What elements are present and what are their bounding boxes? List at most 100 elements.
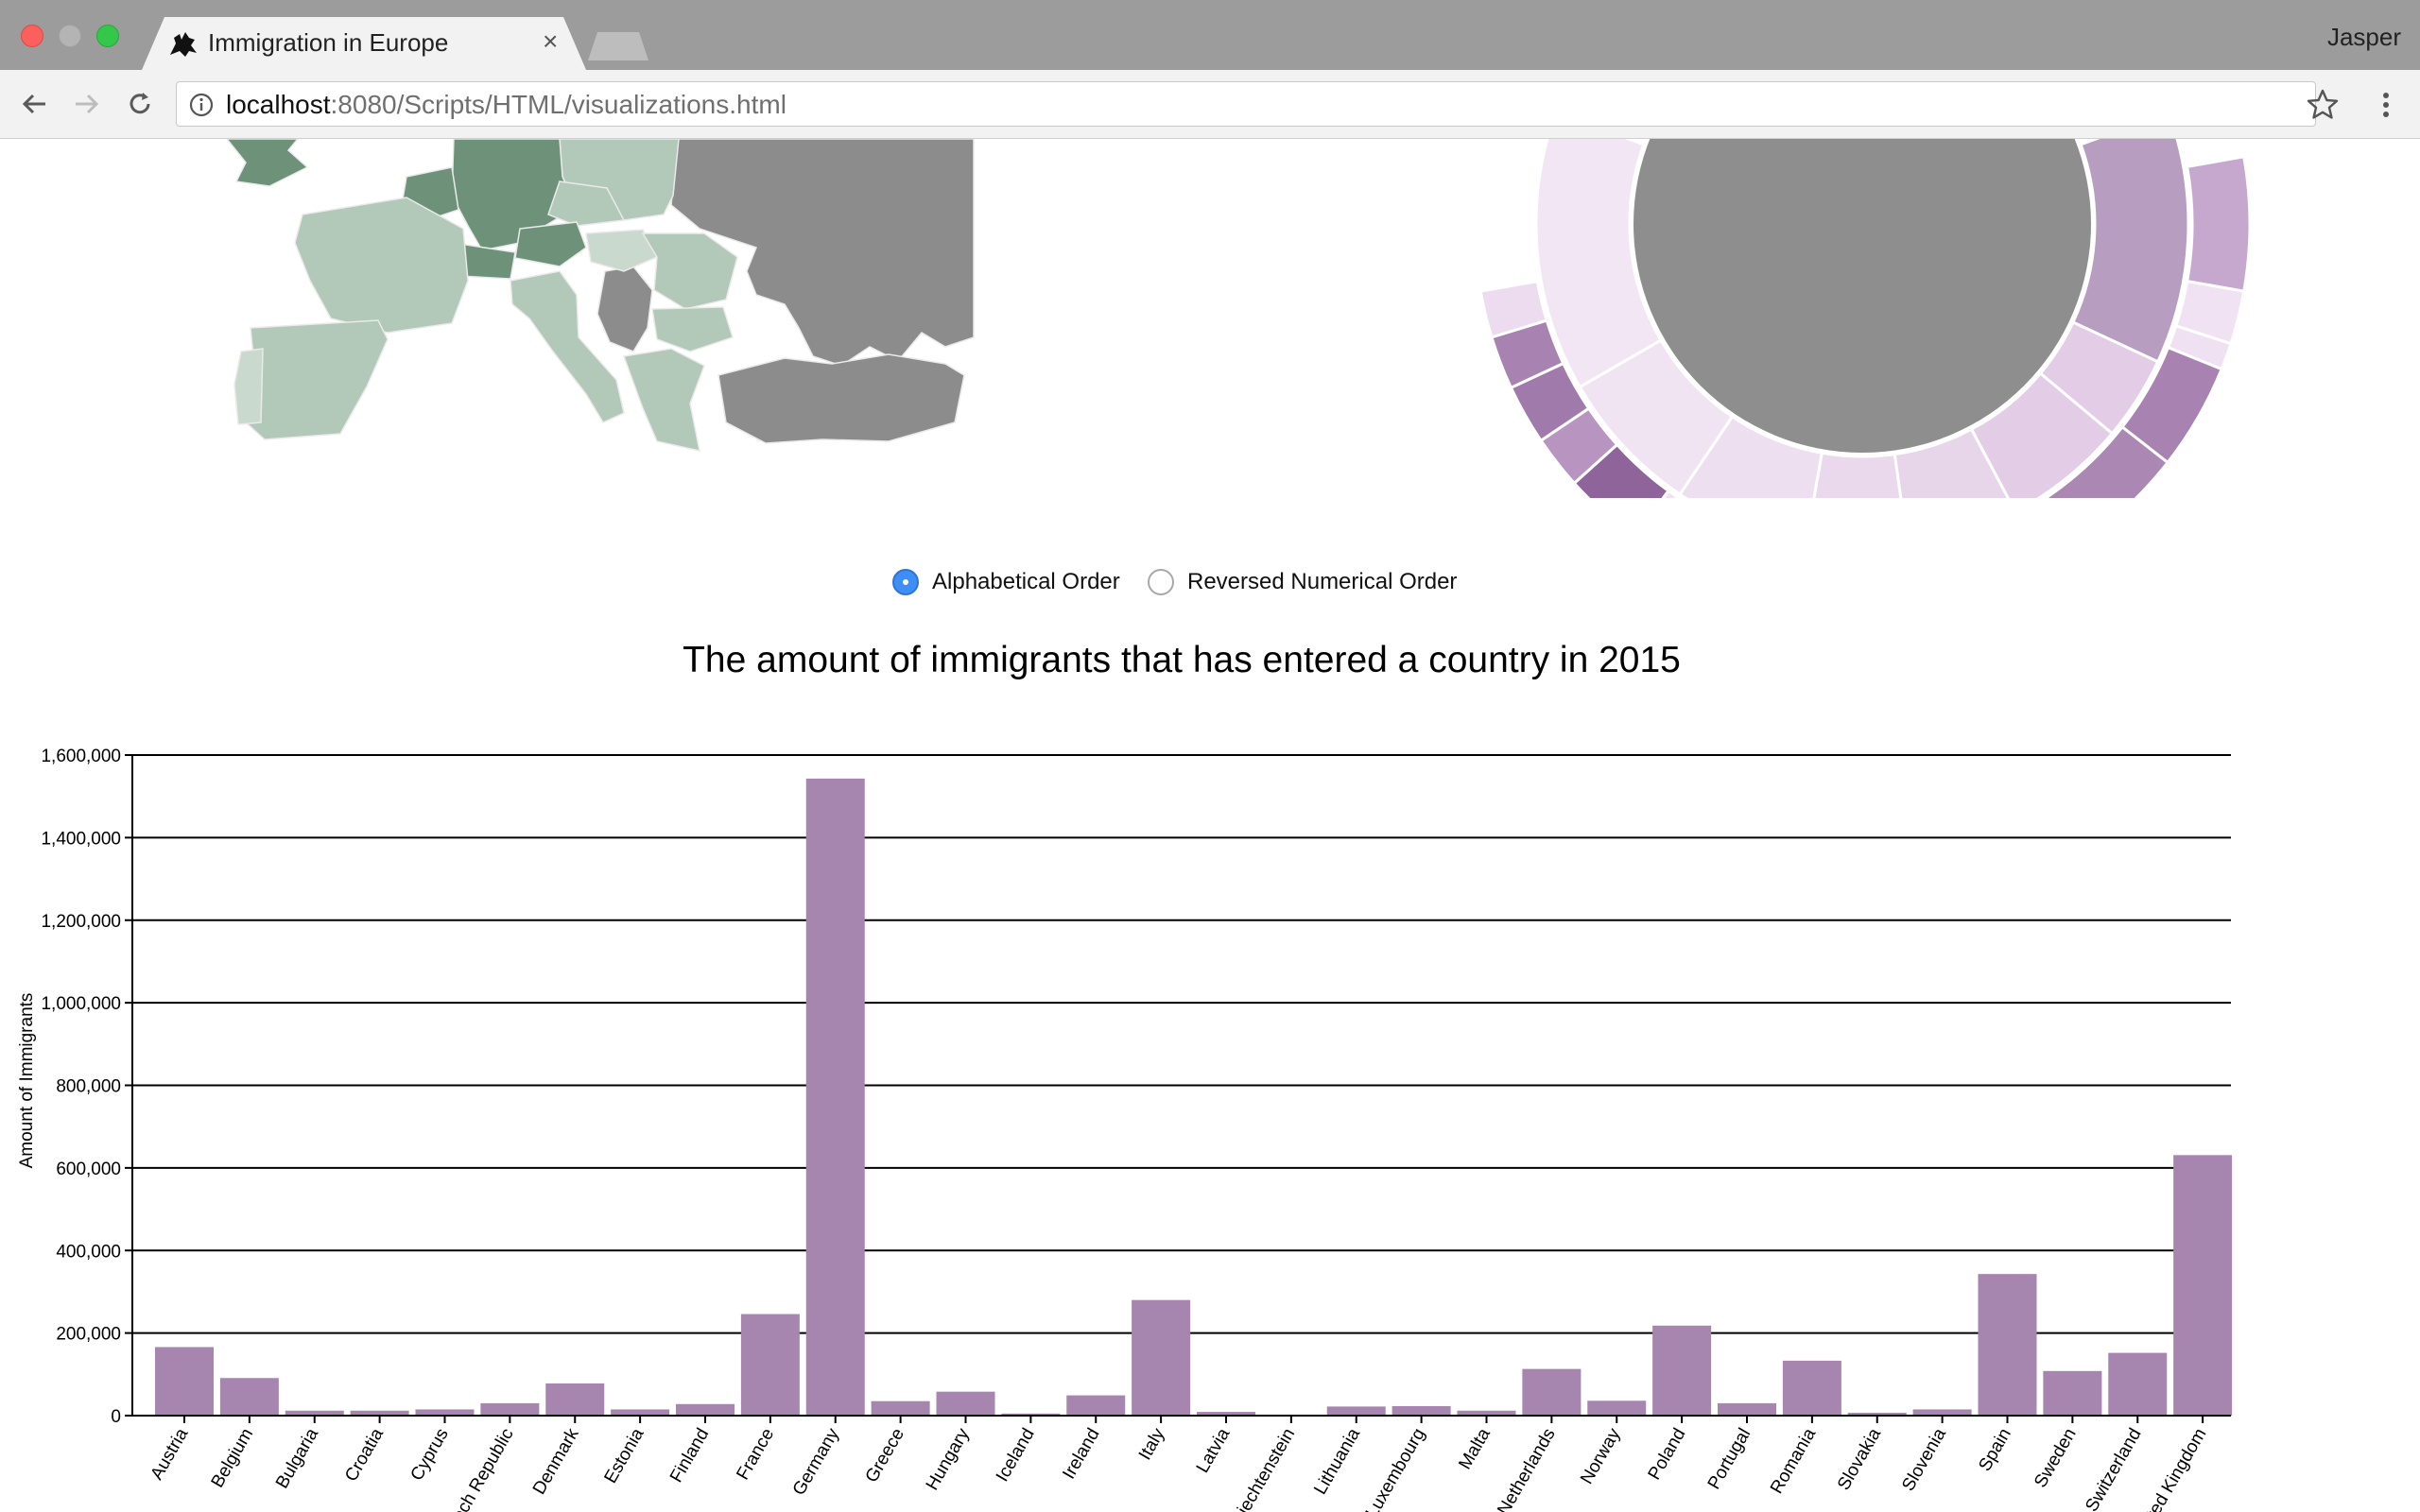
x-tick-label: Netherlands [1494,1425,1559,1512]
y-tick-label: 200,000 [56,1325,121,1345]
map-region-italy[interactable] [510,270,625,423]
x-tick-label: France [733,1425,778,1484]
bar [740,1314,800,1416]
europe-favicon-icon [170,32,197,57]
x-tick-label: Malta [1455,1425,1495,1473]
bar [2108,1352,2168,1416]
x-tick-label: Slovenia [1898,1425,1950,1495]
bar [545,1383,605,1416]
x-tick-label: Denmark [529,1425,583,1499]
immigration-bar-chart: 0 200,000 400,000 600,000 800,000 1,000,000 1,… [17,747,2233,1512]
bar [676,1403,735,1416]
x-tick-label: Hungary [923,1425,974,1494]
sunburst-inner-segment[interactable] [1893,427,2015,498]
y-tick-label: 0 [111,1407,121,1427]
bar [805,778,865,1416]
forward-button[interactable] [68,85,106,123]
x-tick-label: Italy [1135,1425,1169,1464]
x-tick-label: Spain [1975,1425,2014,1475]
browser-tab-strip: Immigration in Europe × Jasper [0,0,2420,70]
tab-close-icon[interactable]: × [543,26,559,56]
x-tick-label: Germany [789,1425,844,1500]
x-tick-label: Sweden [2031,1425,2081,1491]
tab-title: Immigration in Europe [208,28,449,57]
x-tick-label: Ireland [1059,1425,1103,1483]
alphabetical-order-label[interactable]: Alphabetical Order [932,569,1120,594]
reversed-order-radio[interactable]: Reversed Numerical Order [1148,569,1457,595]
x-tick-label: Portugal [1704,1425,1755,1493]
window-maximize-button[interactable] [96,25,119,47]
bar [1132,1299,1191,1416]
bar [415,1409,475,1416]
info-icon[interactable] [188,92,215,118]
map-region-portugal[interactable] [233,348,264,425]
map-region-bulgaria[interactable] [651,306,734,352]
y-tick-label: 1,400,000 [41,829,121,849]
sunburst-inner-segment[interactable] [1806,451,1908,498]
forward-arrow-icon [76,94,99,114]
window-minimize-button[interactable] [59,25,81,47]
alphabetical-order-radio-dot[interactable] [892,569,919,595]
bar [1326,1406,1386,1416]
back-arrow-icon [22,94,45,114]
bar [350,1410,409,1416]
bar [1001,1413,1061,1416]
map-region-nodata-balkans[interactable] [596,266,653,352]
sunburst-center[interactable] [1634,139,2091,453]
bookmark-star-icon[interactable] [2305,87,2341,123]
kebab-menu-icon[interactable] [2371,87,2401,123]
bar [1652,1325,1712,1416]
bar [219,1378,279,1416]
bar [1587,1400,1647,1416]
bar [1522,1368,1582,1416]
x-tick-label: Liechtenstein [1229,1425,1299,1512]
bar [1392,1405,1451,1416]
sunburst-outer-segment[interactable] [1964,495,2079,498]
x-tick-label: Norway [1577,1425,1625,1488]
x-tick-label: Poland [1645,1425,1690,1484]
x-tick-label: Cyprus [407,1425,453,1485]
x-tick-label: Lithuania [1310,1425,1364,1499]
new-tab-button[interactable] [588,32,648,60]
bar [1978,1274,2037,1416]
bar [1847,1412,1907,1416]
map-region-uk[interactable] [227,139,309,187]
map-region-romania[interactable] [641,232,738,310]
browser-tab[interactable] [142,17,586,70]
sunburst-inner-segment[interactable] [1534,139,1664,389]
back-button[interactable] [15,85,53,123]
map-region-greece[interactable] [622,348,705,452]
map-region-nodata-turkey[interactable] [717,353,965,444]
bar [1912,1409,1972,1416]
map-region-france[interactable] [294,197,469,334]
sunburst-chart[interactable] [1456,139,2325,498]
y-tick-label: 1,200,000 [41,912,121,932]
x-tick-label: Croatia [341,1425,388,1486]
map-region-czech[interactable] [547,180,626,227]
y-tick-label: 1,600,000 [41,747,121,766]
bar [155,1347,214,1416]
y-tick-label: 1,000,000 [41,994,121,1014]
reversed-order-label[interactable]: Reversed Numerical Order [1187,569,1458,594]
reload-button[interactable] [121,85,159,123]
y-axis-label: Amount of Immigrants [17,993,37,1169]
address-bar[interactable]: localhost:8080/Scripts/HTML/visualizatio… [176,81,2316,127]
bar [1718,1402,1776,1416]
y-tick-label: 400,000 [56,1242,121,1262]
reversed-order-radio-dot[interactable] [1148,569,1174,595]
url-text[interactable]: localhost:8080/Scripts/HTML/visualizatio… [226,90,786,120]
map-region-nodata-east[interactable] [670,139,975,367]
y-tick-label: 600,000 [56,1160,121,1179]
europe-map[interactable] [227,139,983,479]
sunburst-outer-segment[interactable] [1478,279,1549,339]
alphabetical-order-radio[interactable]: Alphabetical Order [892,569,1120,595]
x-tick-label: Finland [666,1425,713,1486]
x-tick-label: Switzerland [2082,1425,2145,1512]
profile-name[interactable]: Jasper [2326,23,2401,51]
chart-title: The amount of immigrants that has entere… [683,640,1681,680]
reload-icon [130,93,150,114]
map-region-hungary[interactable] [585,229,659,272]
url-path: :8080/Scripts/HTML/visualizations.html [330,90,786,119]
map-region-austria[interactable] [514,221,587,267]
window-close-button[interactable] [21,25,43,47]
